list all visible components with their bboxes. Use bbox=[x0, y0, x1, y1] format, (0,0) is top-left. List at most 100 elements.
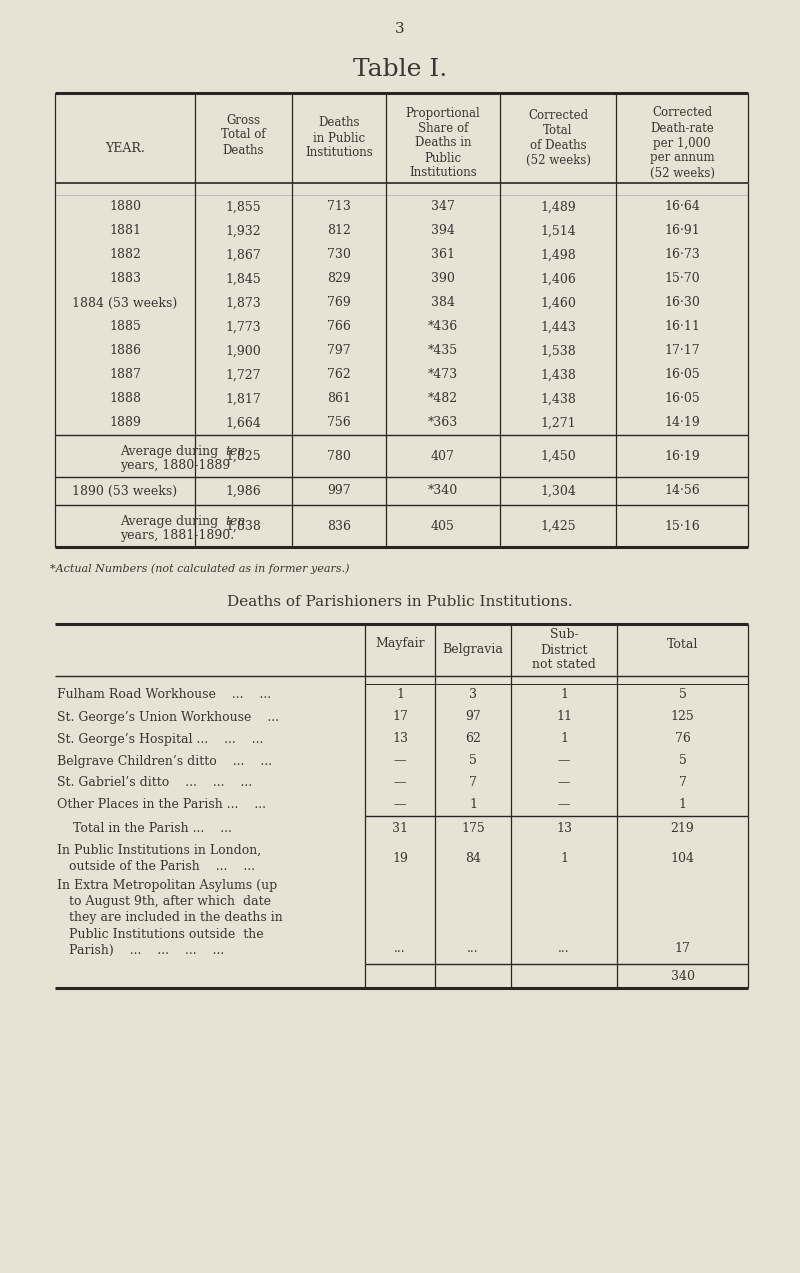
Text: In Public Institutions in London,: In Public Institutions in London, bbox=[57, 844, 261, 857]
Text: 17·17: 17·17 bbox=[664, 345, 700, 358]
Text: 1,450: 1,450 bbox=[540, 449, 576, 462]
Text: 16·05: 16·05 bbox=[664, 392, 700, 406]
Text: 16·73: 16·73 bbox=[664, 248, 700, 261]
Text: 17: 17 bbox=[674, 942, 690, 955]
Text: 3: 3 bbox=[395, 22, 405, 36]
Text: 14·19: 14·19 bbox=[664, 416, 700, 429]
Text: years, 1880-1889: years, 1880-1889 bbox=[120, 460, 230, 472]
Text: 97: 97 bbox=[465, 710, 481, 723]
Text: 1,838: 1,838 bbox=[226, 519, 262, 532]
Text: 1: 1 bbox=[560, 689, 568, 701]
Text: Belgravia: Belgravia bbox=[442, 643, 503, 657]
Text: *436: *436 bbox=[428, 321, 458, 334]
Text: Mayfair: Mayfair bbox=[375, 638, 425, 651]
Text: 405: 405 bbox=[431, 519, 455, 532]
Text: 13: 13 bbox=[556, 821, 572, 835]
Text: 5: 5 bbox=[678, 755, 686, 768]
Text: 5: 5 bbox=[678, 689, 686, 701]
Text: ...: ... bbox=[467, 942, 479, 955]
Text: 1880: 1880 bbox=[109, 201, 141, 214]
Text: 104: 104 bbox=[670, 852, 694, 864]
Text: *435: *435 bbox=[428, 345, 458, 358]
Text: 1,443: 1,443 bbox=[540, 321, 576, 334]
Text: *473: *473 bbox=[428, 368, 458, 382]
Text: 1883: 1883 bbox=[109, 272, 141, 285]
Text: Belgrave Children’s ditto    ...    ...: Belgrave Children’s ditto ... ... bbox=[57, 755, 272, 768]
Text: 76: 76 bbox=[674, 732, 690, 746]
Text: 13: 13 bbox=[392, 732, 408, 746]
Text: —: — bbox=[394, 777, 406, 789]
Text: 390: 390 bbox=[431, 272, 455, 285]
Text: 730: 730 bbox=[327, 248, 351, 261]
Text: 1,855: 1,855 bbox=[226, 201, 262, 214]
Text: In Extra Metropolitan Asylums (up: In Extra Metropolitan Asylums (up bbox=[57, 880, 278, 892]
Text: 1: 1 bbox=[560, 852, 568, 864]
Text: 84: 84 bbox=[465, 852, 481, 864]
Text: 1,438: 1,438 bbox=[540, 368, 576, 382]
Text: 1,873: 1,873 bbox=[226, 297, 262, 309]
Text: 62: 62 bbox=[465, 732, 481, 746]
Text: 766: 766 bbox=[327, 321, 351, 334]
Text: 1881: 1881 bbox=[109, 224, 141, 238]
Text: —: — bbox=[558, 798, 570, 811]
Text: Table I.: Table I. bbox=[353, 59, 447, 81]
Text: YEAR.: YEAR. bbox=[105, 141, 145, 154]
Text: *482: *482 bbox=[428, 392, 458, 406]
Text: 1,932: 1,932 bbox=[226, 224, 262, 238]
Text: Fulham Road Workhouse    ...    ...: Fulham Road Workhouse ... ... bbox=[57, 689, 271, 701]
Text: 1882: 1882 bbox=[109, 248, 141, 261]
Text: 829: 829 bbox=[327, 272, 351, 285]
Text: 1,773: 1,773 bbox=[226, 321, 262, 334]
Text: 384: 384 bbox=[431, 297, 455, 309]
Text: Deaths of Parishioners in Public Institutions.: Deaths of Parishioners in Public Institu… bbox=[227, 594, 573, 608]
Text: —: — bbox=[558, 777, 570, 789]
Text: 812: 812 bbox=[327, 224, 351, 238]
Text: —: — bbox=[394, 798, 406, 811]
Text: 1,498: 1,498 bbox=[540, 248, 576, 261]
Text: ten: ten bbox=[225, 446, 246, 458]
Text: 340: 340 bbox=[670, 970, 694, 983]
Text: Average during: Average during bbox=[120, 516, 222, 528]
Text: 16·19: 16·19 bbox=[664, 449, 700, 462]
Text: 1,900: 1,900 bbox=[226, 345, 262, 358]
Text: 1,825: 1,825 bbox=[226, 449, 262, 462]
Text: Proportional
Share of
Deaths in
Public
Institutions: Proportional Share of Deaths in Public I… bbox=[406, 107, 480, 179]
Text: 1,514: 1,514 bbox=[540, 224, 576, 238]
Text: 5: 5 bbox=[469, 755, 477, 768]
Text: outside of the Parish    ...    ...: outside of the Parish ... ... bbox=[57, 859, 255, 872]
Text: they are included in the deaths in: they are included in the deaths in bbox=[57, 911, 282, 924]
Text: 1,406: 1,406 bbox=[540, 272, 576, 285]
Text: 1890 (53 weeks): 1890 (53 weeks) bbox=[73, 485, 178, 498]
Text: 16·11: 16·11 bbox=[664, 321, 700, 334]
Text: ...: ... bbox=[394, 942, 406, 955]
Text: Total in the Parish ...    ...: Total in the Parish ... ... bbox=[57, 821, 232, 835]
Text: 407: 407 bbox=[431, 449, 455, 462]
Text: *340: *340 bbox=[428, 485, 458, 498]
Text: ten: ten bbox=[225, 516, 246, 528]
Text: 769: 769 bbox=[327, 297, 351, 309]
Text: 347: 347 bbox=[431, 201, 455, 214]
Text: 16·64: 16·64 bbox=[664, 201, 700, 214]
Text: 797: 797 bbox=[327, 345, 351, 358]
Text: 219: 219 bbox=[670, 821, 694, 835]
Text: 3: 3 bbox=[469, 689, 477, 701]
Text: 1889: 1889 bbox=[109, 416, 141, 429]
Text: 756: 756 bbox=[327, 416, 351, 429]
Text: 15·16: 15·16 bbox=[664, 519, 700, 532]
Text: 16·30: 16·30 bbox=[664, 297, 700, 309]
Text: 1,271: 1,271 bbox=[540, 416, 576, 429]
Text: Average during: Average during bbox=[120, 446, 222, 458]
Text: 7: 7 bbox=[678, 777, 686, 789]
Text: 1,817: 1,817 bbox=[226, 392, 262, 406]
Text: ...: ... bbox=[558, 942, 570, 955]
Text: 1: 1 bbox=[396, 689, 404, 701]
Text: Sub-
District
not stated: Sub- District not stated bbox=[532, 629, 596, 671]
Text: —: — bbox=[394, 755, 406, 768]
Text: 1,867: 1,867 bbox=[226, 248, 262, 261]
Text: *Actual Numbers (not calculated as in former years.): *Actual Numbers (not calculated as in fo… bbox=[50, 563, 350, 574]
Text: 1885: 1885 bbox=[109, 321, 141, 334]
Text: 997: 997 bbox=[327, 485, 351, 498]
Text: 16·05: 16·05 bbox=[664, 368, 700, 382]
Text: 15·70: 15·70 bbox=[664, 272, 700, 285]
Text: 1,438: 1,438 bbox=[540, 392, 576, 406]
